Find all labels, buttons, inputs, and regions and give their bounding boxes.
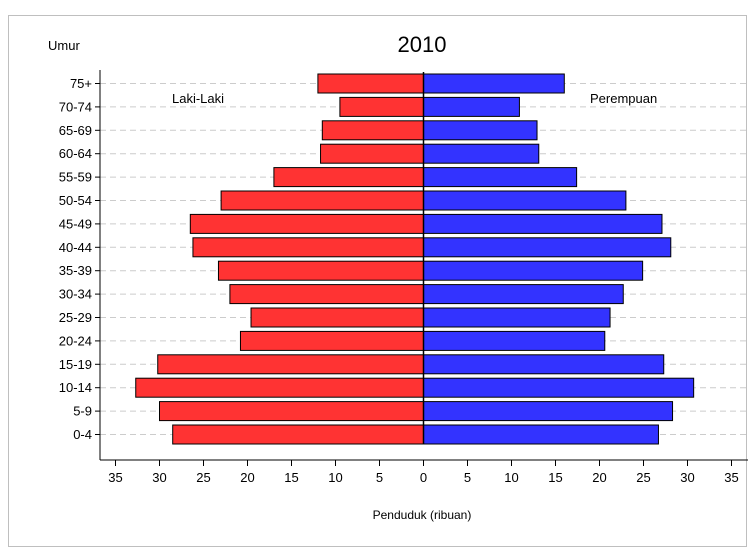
bars	[135, 72, 695, 445]
x-tick-label: 15	[284, 470, 298, 485]
x-tick-label: 10	[504, 470, 518, 485]
bar-laki-laki	[135, 377, 425, 398]
bar-laki-laki	[217, 260, 424, 281]
y-tick-label: 20-24	[59, 333, 92, 348]
bar-perempuan	[423, 377, 695, 398]
y-tick-label: 75+	[70, 76, 92, 91]
bar-laki-laki	[317, 73, 424, 94]
x-tick-label: 5	[464, 470, 471, 485]
bar-perempuan	[423, 73, 565, 94]
bar-laki-laki	[172, 424, 424, 445]
bar-laki-laki	[239, 330, 424, 351]
y-axis-label: Umur	[48, 38, 80, 53]
bar-perempuan	[423, 213, 663, 234]
bar-laki-laki	[189, 213, 424, 234]
bar-laki-laki	[220, 190, 424, 211]
y-tick-label: 55-59	[59, 170, 92, 185]
y-tick-label: 65-69	[59, 123, 92, 138]
bar-perempuan	[423, 307, 611, 328]
y-tick-label: 30-34	[59, 287, 92, 302]
x-tick-label: 25	[636, 470, 650, 485]
x-tick-label: 30	[680, 470, 694, 485]
bar-perempuan	[423, 330, 606, 351]
x-tick-label: 20	[240, 470, 254, 485]
bar-laki-laki	[229, 284, 424, 305]
y-tick-label: 15-19	[59, 357, 92, 372]
bar-perempuan	[423, 96, 520, 117]
y-tick-label: 0-4	[73, 427, 92, 442]
bar-laki-laki	[157, 354, 425, 375]
y-tick-label: 60-64	[59, 146, 92, 161]
y-tick-label: 50-54	[59, 193, 92, 208]
bar-laki-laki	[273, 167, 424, 188]
bar-perempuan	[423, 120, 538, 141]
bar-laki-laki	[320, 143, 425, 164]
legend-laki-laki: Laki-Laki	[172, 91, 224, 106]
bar-perempuan	[423, 260, 644, 281]
x-tick-label: 25	[196, 470, 210, 485]
bar-laki-laki	[192, 237, 424, 258]
x-tick-label: 15	[548, 470, 562, 485]
bar-laki-laki	[339, 96, 424, 117]
y-tick-label: 35-39	[59, 263, 92, 278]
x-tick-label: 35	[724, 470, 738, 485]
chart-title: 2010	[398, 32, 447, 57]
bar-perempuan	[423, 167, 578, 188]
bar-perempuan	[423, 143, 540, 164]
x-tick-label: 20	[592, 470, 606, 485]
legend-perempuan: Perempuan	[590, 91, 657, 106]
x-axis-label: Penduduk (ribuan)	[373, 508, 472, 522]
bar-laki-laki	[250, 307, 424, 328]
y-tick-label: 45-49	[59, 216, 92, 231]
bar-perempuan	[423, 190, 627, 211]
bar-laki-laki	[159, 401, 424, 422]
y-tick-label: 40-44	[59, 240, 92, 255]
y-tick-label: 5-9	[73, 404, 92, 419]
x-tick-label: 35	[108, 470, 122, 485]
bar-perempuan	[423, 424, 659, 445]
y-axis: 75+ 70-74 65-69 60-64 55-59 50-54 45-49 40-44 35…	[59, 70, 101, 460]
x-tick-label: 5	[376, 470, 383, 485]
y-tick-label: 10-14	[59, 380, 92, 395]
y-tick-label: 25-29	[59, 310, 92, 325]
x-tick-label: 0	[420, 470, 427, 485]
x-tick-label: 10	[328, 470, 342, 485]
bar-perempuan	[423, 401, 674, 422]
bar-laki-laki	[321, 120, 424, 141]
y-tick-label: 70-74	[59, 99, 92, 114]
bar-perempuan	[423, 284, 624, 305]
x-tick-label: 30	[152, 470, 166, 485]
bar-perempuan	[423, 354, 665, 375]
x-axis: 35 30 25 20 15 10 5 0 5 10 15 20 25 30 35	[100, 459, 748, 485]
bar-perempuan	[423, 237, 672, 258]
